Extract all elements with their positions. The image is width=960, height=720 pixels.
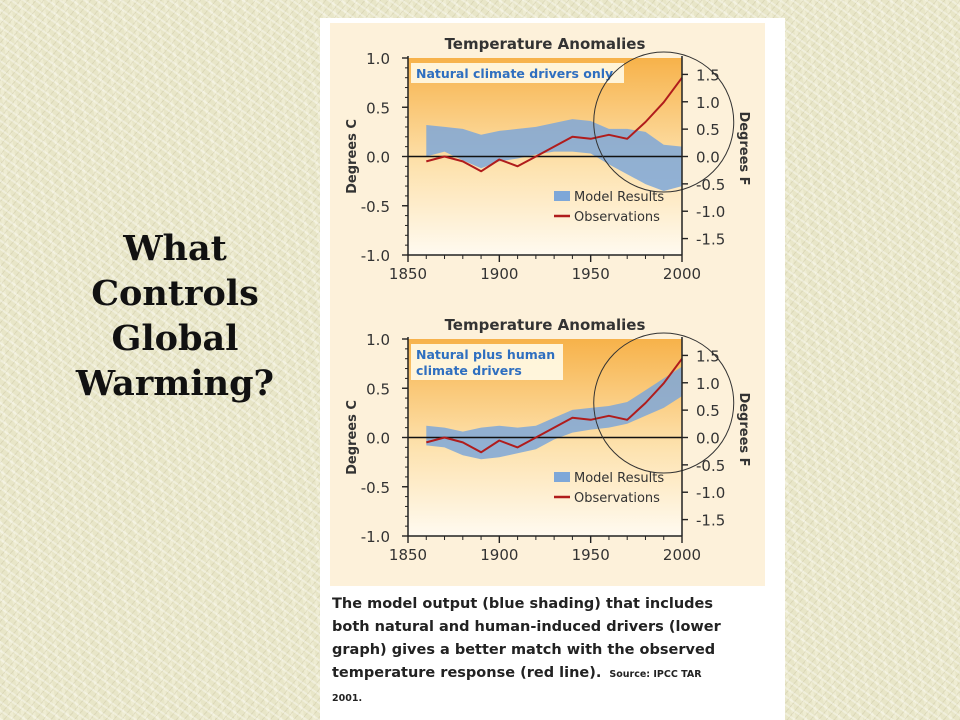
chart1-right-tick-label-2: 1.0 (696, 94, 720, 112)
chart2-x-tick-label-3: 1950 (572, 546, 610, 564)
chart1-title: Temperature Anomalies (445, 35, 646, 53)
chart1-right-tick-label-3: 0.5 (696, 121, 720, 139)
chart2-right-tick-label-2: 1.0 (696, 375, 720, 393)
chart2-y-tick-label-3: 0.0 (366, 430, 390, 448)
chart1-highlight-circle (593, 51, 735, 193)
chart2-right-tick-label-4: 0.0 (696, 430, 720, 448)
chart2-legend-observations-label: Observations (574, 491, 660, 506)
chart1-right-tick-label-7: -1.5 (696, 231, 725, 249)
chart2-y-axis-title: Degrees C (345, 400, 360, 475)
chart2-annotation-text-2: climate drivers (416, 363, 522, 378)
figure-caption: The model output (blue shading) that inc… (332, 593, 732, 710)
chart2-legend-model-swatch (554, 472, 570, 482)
chart2-y-tick-label-5: -1.0 (361, 528, 390, 546)
chart1-x-tick-label-3: 1950 (572, 265, 610, 283)
chart1-right-tick-label-1: 1.5 (696, 66, 720, 84)
title-line-2: Controls (91, 273, 259, 314)
chart1-right-tick-label-4: 0.0 (696, 149, 720, 167)
title-line-3: Global (111, 318, 239, 359)
slide-title: What Controls Global Warming? (40, 226, 310, 406)
chart2-model-results-band (426, 366, 682, 460)
chart2-y-tick-label-1: 1.0 (366, 331, 390, 349)
chart2-right-tick-label-1: 1.5 (696, 347, 720, 365)
chart2-x-tick-label-4: 2000 (663, 546, 701, 564)
chart1-y-tick-label-3: 0.0 (366, 149, 390, 167)
chart1-y-tick-label-1: 1.0 (366, 50, 390, 68)
chart1-x-tick-label-4: 2000 (663, 265, 701, 283)
chart1-annotation-text-1: Natural climate drivers only (416, 66, 613, 81)
chart1-x-tick-label-2: 1900 (480, 265, 518, 283)
chart2-right-tick-label-6: -1.0 (696, 484, 725, 502)
chart1-observations-line (426, 77, 683, 173)
chart2-observations-line (426, 358, 683, 454)
chart2-right-axis-title: Degrees F (736, 392, 751, 466)
chart2-y-tick-label-2: 0.5 (366, 380, 390, 398)
chart2-highlight-circle (593, 332, 735, 474)
chart2-right-tick-label-7: -1.5 (696, 512, 725, 530)
chart2-group: Temperature Anomalies Natural plus humanc… (345, 316, 751, 564)
chart1-y-tick-label-5: -1.0 (361, 247, 390, 265)
chart2-right-tick-label-3: 0.5 (696, 402, 720, 420)
chart1-x-tick-label-1: 1850 (389, 265, 427, 283)
chart1-y-tick-label-2: 0.5 (366, 99, 390, 117)
chart1-right-axis-title: Degrees F (736, 111, 751, 185)
title-line-4: Warming? (75, 363, 275, 404)
caption-text: The model output (blue shading) that inc… (332, 596, 721, 681)
chart1-legend-model-swatch (554, 191, 570, 201)
chart2-right-tick-label-5: -0.5 (696, 457, 725, 475)
chart1-y-axis-title: Degrees C (345, 119, 360, 194)
chart1-right-tick-label-5: -0.5 (696, 176, 725, 194)
figure-panel: Temperature Anomalies Natural climate dri… (320, 18, 785, 720)
chart1-right-tick-label-6: -1.0 (696, 203, 725, 221)
chart2-annotation-box (411, 344, 563, 380)
chart1-legend-model-label: Model Results (574, 190, 664, 205)
temperature-anomaly-figure: Temperature Anomalies Natural climate dri… (330, 23, 765, 586)
title-line-1: What (123, 228, 227, 269)
chart1-group: Temperature Anomalies Natural climate dri… (345, 35, 751, 283)
chart1-annotation-box (411, 63, 624, 83)
chart2-y-tick-label-4: -0.5 (361, 479, 390, 497)
chart2-title: Temperature Anomalies (445, 316, 646, 334)
chart2-annotation-text-1: Natural plus human (416, 347, 555, 362)
chart2-x-tick-label-2: 1900 (480, 546, 518, 564)
chart1-legend-observations-label: Observations (574, 210, 660, 225)
chart1-y-tick-label-4: -0.5 (361, 198, 390, 216)
chart2-legend-model-label: Model Results (574, 471, 664, 486)
chart2-x-tick-label-1: 1850 (389, 546, 427, 564)
caption-source: Source: IPCC TAR 2001. (332, 669, 702, 704)
